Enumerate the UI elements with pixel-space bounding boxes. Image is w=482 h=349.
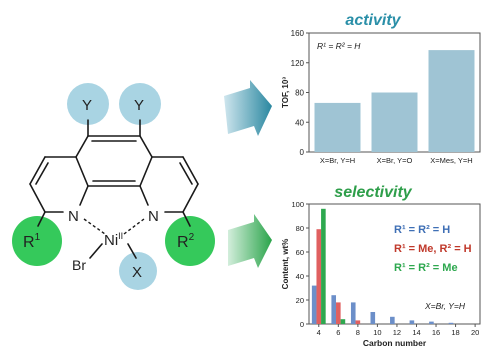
bromide-label: Br [72,257,86,273]
nitrogen-left-label: N [68,208,79,225]
activity-chart: 0 40 80 120 160 X=Br, Y=H X=Br, Y=O X=Mes, Y=H T… [281,29,481,165]
selectivity-bar [448,322,454,324]
selectivity-x-tick-label: 6 [336,328,340,337]
activity-bar [314,102,361,152]
y-left-circle [67,83,109,125]
y-right-circle [119,83,161,125]
selectivity-x-tick-label: 16 [432,328,440,337]
nitrogen-right-label: N [148,208,159,225]
selectivity-legend-entry: R¹ = R² = Me [394,262,458,274]
selectivity-legend-entry: R¹ = R² = H [394,224,450,236]
selectivity-legend-entry: R¹ = Me, R² = H [394,243,472,255]
y-right-label: Y [134,97,144,114]
selectivity-note: X=Br, Y=H [424,301,466,311]
activity-y-tick-label: 40 [295,118,304,127]
nickel-complex-structure: Y Y N N NiII Br X R1 R2 [12,83,215,290]
selectivity-x-tick-label: 14 [412,328,420,337]
selectivity-bar [370,312,376,324]
r1-label: R1 [23,232,41,251]
selectivity-x-tick-label: 4 [317,328,321,337]
selectivity-y-tick-label: 40 [296,272,304,281]
selectivity-y-tick-label: 60 [296,248,304,257]
selectivity-x-tick-label: 8 [356,328,360,337]
activity-category-label: X=Br, Y=O [377,156,413,165]
activity-title: activity [345,12,401,29]
selectivity-x-tick-label: 12 [393,328,401,337]
arrow-to-activity [224,80,272,136]
selectivity-y-axis-label: Content, wt% [281,239,290,290]
activity-bar [428,50,475,153]
activity-annotation: R¹ = R² = H [317,41,361,51]
activity-y-tick-label: 120 [291,59,305,68]
activity-y-tick-label: 80 [295,89,304,98]
x-ligand-label: X [132,264,142,281]
coordination-bonds [83,218,145,235]
r1-circle [12,216,62,266]
selectivity-chart: 0 20 40 60 80 100 4 6 8 10 12 14 16 18 20 Carbon number… [281,200,481,348]
activity-y-tick-label: 0 [300,148,305,157]
selectivity-y-tick-label: 20 [296,296,304,305]
selectivity-y-tick-label: 100 [291,200,304,209]
arrow-to-selectivity [228,214,272,268]
selectivity-bar [409,320,415,324]
selectivity-bar [355,320,361,324]
selectivity-x-tick-label: 10 [373,328,381,337]
selectivity-y-tick-label: 80 [296,224,304,233]
selectivity-bar [321,208,326,324]
selectivity-bar [336,302,341,324]
selectivity-x-tick-label: 18 [451,328,459,337]
activity-bar [371,92,418,152]
activity-category-label: X=Br, Y=H [320,156,355,165]
selectivity-x-axis-label: Carbon number [363,338,427,348]
r2-circle [165,216,215,266]
selectivity-y-tick-label: 0 [300,320,304,329]
selectivity-bar [331,295,337,324]
selectivity-bar [350,302,356,324]
selectivity-title: selectivity [334,184,412,201]
r2-label: R2 [177,232,195,251]
activity-y-axis-label: TOF, 10³ [281,77,290,108]
activity-y-tick-label: 160 [291,29,305,38]
selectivity-x-tick-label: 20 [471,328,479,337]
selectivity-bar [429,321,434,324]
nickel-label: NiII [104,231,123,249]
skeleton-bonds [29,119,199,259]
selectivity-bar [340,319,346,324]
selectivity-bar [311,285,317,324]
y-left-label: Y [82,97,92,114]
activity-category-label: X=Mes, Y=H [430,156,472,165]
x-circle [119,252,157,290]
selectivity-bar [390,316,395,324]
selectivity-bar [316,229,322,324]
